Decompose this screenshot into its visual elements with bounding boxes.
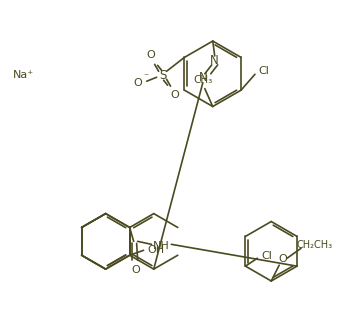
Text: O: O [146,50,155,61]
Text: ⁻: ⁻ [143,72,148,82]
Text: Cl: Cl [262,251,273,261]
Text: S: S [159,69,166,82]
Text: NH: NH [153,241,170,251]
Text: Cl: Cl [258,66,269,76]
Text: OH: OH [147,245,164,255]
Text: N: N [198,71,207,84]
Text: N: N [210,54,219,68]
Text: CH₃: CH₃ [193,75,213,85]
Text: O: O [279,254,288,264]
Text: CH₂CH₃: CH₂CH₃ [297,240,333,250]
Text: O: O [131,265,140,275]
Text: O: O [170,90,179,100]
Text: Na⁺: Na⁺ [13,70,34,80]
Text: O: O [134,78,142,88]
